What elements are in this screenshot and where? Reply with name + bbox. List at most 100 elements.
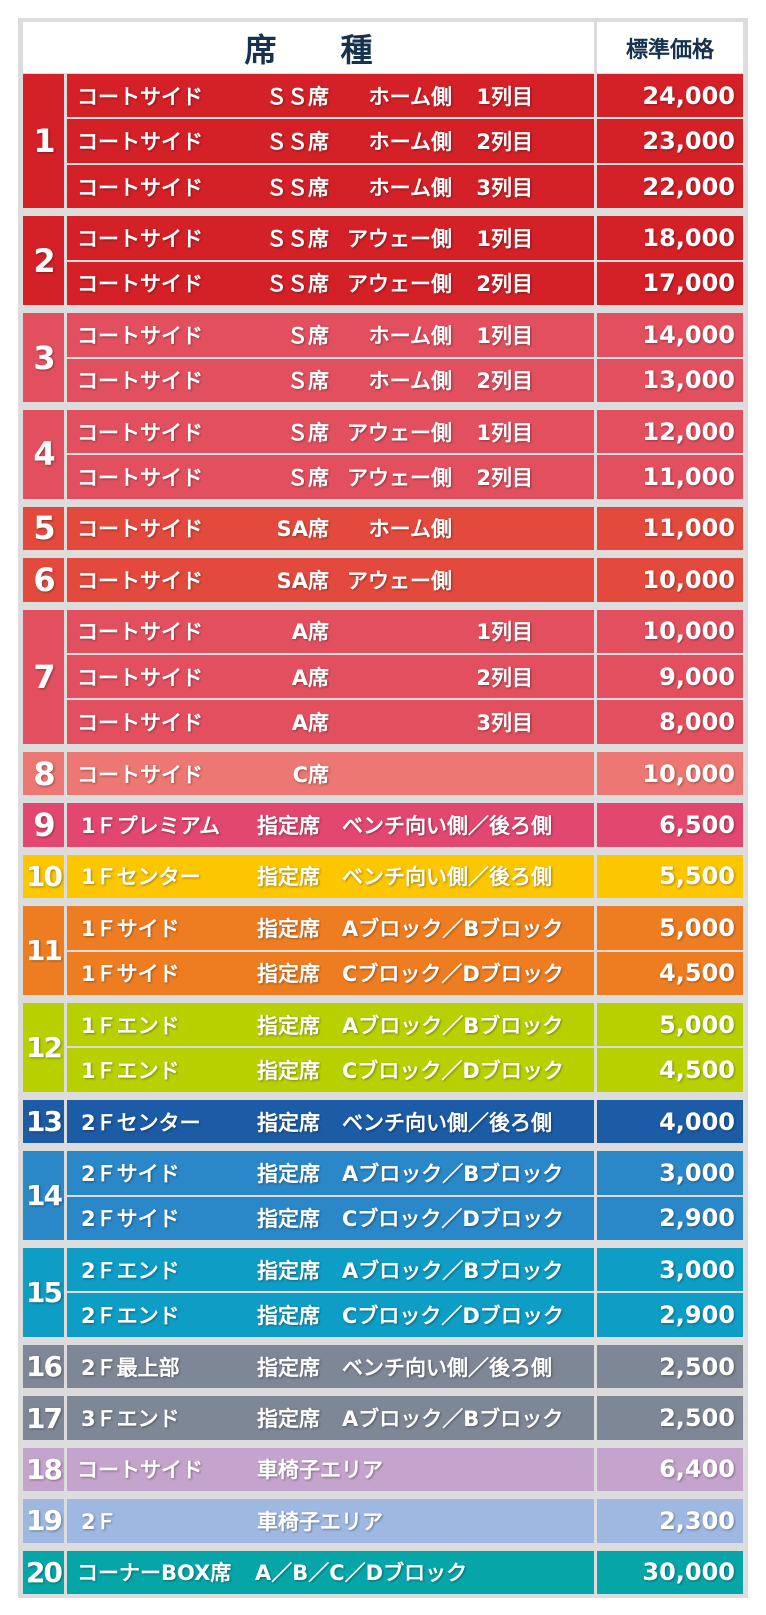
seat-row: 2列目 bbox=[476, 466, 533, 491]
seat-class: 指定席 bbox=[257, 1258, 320, 1283]
seat-area: 2Ｆ最上部 bbox=[81, 1355, 180, 1380]
seat-class: 車椅子エリア bbox=[257, 1458, 383, 1483]
seat-class: SA席 bbox=[276, 568, 329, 593]
seat-description: 2Ｆサイド 指定席 Aブロック／Bブロック bbox=[67, 1151, 594, 1195]
seat-side: アウェー側 bbox=[347, 420, 452, 445]
price-value: 5,500 bbox=[597, 854, 743, 899]
seat-side: Cブロック／Dブロック bbox=[342, 1207, 564, 1232]
seat-description: 1Ｆサイド 指定席 Aブロック／Bブロック bbox=[67, 906, 594, 950]
price-value: 11,000 bbox=[597, 455, 743, 499]
seat-class: 指定席 bbox=[257, 962, 320, 987]
seat-side: ホーム側 bbox=[368, 84, 452, 109]
seat-side: アウェー側 bbox=[347, 272, 452, 297]
price-value: 14,000 bbox=[597, 313, 743, 357]
seat-area: 2Ｆセンター bbox=[81, 1110, 201, 1135]
seat-area: 2Ｆエンド bbox=[81, 1258, 180, 1283]
price-value: 22,000 bbox=[597, 164, 743, 209]
seat-area: コートサイド bbox=[77, 517, 203, 542]
seat-class: 指定席 bbox=[257, 1059, 320, 1084]
seat-class: 指定席 bbox=[257, 865, 320, 890]
seat-description: 2Ｆサイド 指定席 Cブロック／Dブロック bbox=[67, 1196, 594, 1241]
seat-row: 3列目 bbox=[476, 711, 533, 736]
seat-side: ホーム側 bbox=[368, 369, 452, 394]
price-value: 11,000 bbox=[597, 506, 743, 551]
seat-area: 1Ｆエンド bbox=[81, 1059, 180, 1084]
seat-area: コートサイド bbox=[77, 84, 203, 109]
group-number: 7 bbox=[23, 609, 64, 744]
seat-row: 1列目 bbox=[476, 84, 533, 109]
seat-area: コートサイド bbox=[77, 272, 203, 297]
group-number: 9 bbox=[23, 803, 64, 847]
price-value: 3,000 bbox=[597, 1248, 743, 1292]
seat-row: 1列目 bbox=[476, 226, 533, 251]
seat-class: 指定席 bbox=[257, 916, 320, 941]
group-number: 16 bbox=[23, 1344, 64, 1389]
seat-description: コートサイド ＳＳ席 アウェー側 2列目 bbox=[67, 261, 594, 306]
seat-class: 指定席 bbox=[257, 1407, 320, 1432]
price-value: 2,500 bbox=[597, 1396, 743, 1440]
price-table: 席 種 標準価格 1 コートサイド ＳＳ席 ホーム側 1列目 24,000 コートサイド ＳＳ… bbox=[18, 18, 748, 1598]
seat-class: 指定席 bbox=[257, 1013, 320, 1038]
seat-description: コートサイド A席 3列目 bbox=[67, 700, 594, 744]
seat-class: 指定席 bbox=[257, 1110, 320, 1135]
price-value: 6,400 bbox=[597, 1447, 743, 1492]
price-value: 18,000 bbox=[597, 216, 743, 260]
seat-type-header: 席 種 bbox=[23, 22, 594, 73]
seat-area: コートサイド bbox=[77, 369, 203, 394]
seat-side: Cブロック／Dブロック bbox=[342, 1304, 564, 1329]
seat-class: 指定席 bbox=[257, 1207, 320, 1232]
group-number: 15 bbox=[23, 1248, 64, 1337]
seat-class: A席 bbox=[291, 665, 329, 690]
price-value: 9,000 bbox=[597, 655, 743, 699]
seat-description: コートサイド A席 2列目 bbox=[67, 655, 594, 699]
seat-class: A席 bbox=[291, 620, 329, 645]
seat-description: コートサイド Ｓ席 ホーム側 1列目 bbox=[67, 313, 594, 357]
seat-description: コートサイド Ｓ席 アウェー側 1列目 bbox=[67, 409, 594, 454]
group-number: 6 bbox=[23, 558, 64, 602]
seat-class: Ｓ席 bbox=[287, 323, 329, 348]
group-number: 18 bbox=[23, 1447, 64, 1492]
seat-side: Cブロック／Dブロック bbox=[342, 1059, 564, 1084]
seat-description: コートサイド C席 bbox=[67, 751, 594, 796]
group-number: 8 bbox=[23, 751, 64, 796]
seat-class: C席 bbox=[292, 762, 329, 787]
seat-class: ＳＳ席 bbox=[266, 130, 329, 155]
seat-area: コートサイド bbox=[77, 323, 203, 348]
seat-side: Aブロック／Bブロック bbox=[342, 916, 564, 941]
seat-description: コートサイド ＳＳ席 ホーム側 3列目 bbox=[67, 164, 594, 209]
group-number: 17 bbox=[23, 1396, 64, 1440]
seat-side: アウェー側 bbox=[347, 466, 452, 491]
seat-class: ＳＳ席 bbox=[266, 272, 329, 297]
group-number: 10 bbox=[23, 854, 64, 899]
price-value: 5,000 bbox=[597, 906, 743, 950]
seat-side: ホーム側 bbox=[368, 175, 452, 200]
seat-area: 2Ｆサイド bbox=[81, 1207, 180, 1232]
seat-area: 2Ｆサイド bbox=[81, 1161, 180, 1186]
seat-description: 2Ｆセンター 指定席 ベンチ向い側／後ろ側 bbox=[67, 1099, 594, 1144]
seat-class: 指定席 bbox=[257, 1304, 320, 1329]
seat-class: ＳＳ席 bbox=[266, 84, 329, 109]
seat-area: コートサイド bbox=[77, 665, 203, 690]
price-value: 13,000 bbox=[597, 358, 743, 402]
seat-description: 2Ｆ 車椅子エリア bbox=[67, 1499, 594, 1543]
seat-side: ベンチ向い側／後ろ側 bbox=[342, 1355, 552, 1380]
group-number: 20 bbox=[23, 1550, 64, 1594]
seat-row: 1列目 bbox=[476, 620, 533, 645]
price-value: 8,000 bbox=[597, 700, 743, 744]
seat-class: SA席 bbox=[276, 517, 329, 542]
seat-area: コートサイド bbox=[77, 420, 203, 445]
seat-area: コートサイド bbox=[77, 568, 203, 593]
price-value: 4,500 bbox=[597, 951, 743, 995]
seat-area: コートサイド bbox=[77, 762, 203, 787]
seat-side: Aブロック／Bブロック bbox=[342, 1013, 564, 1038]
seat-description: コーナーBOX席 A／B／C／Dブロック bbox=[67, 1550, 594, 1594]
seat-description: 2Ｆ最上部 指定席 ベンチ向い側／後ろ側 bbox=[67, 1344, 594, 1389]
seat-class: 指定席 bbox=[257, 1161, 320, 1186]
price-value: 10,000 bbox=[597, 609, 743, 654]
seat-row: 2列目 bbox=[476, 272, 533, 297]
price-value: 4,000 bbox=[597, 1099, 743, 1144]
price-value: 24,000 bbox=[597, 74, 743, 118]
group-number: 2 bbox=[23, 216, 64, 306]
seat-class: 車椅子エリア bbox=[257, 1509, 383, 1534]
seat-side: アウェー側 bbox=[347, 568, 452, 593]
